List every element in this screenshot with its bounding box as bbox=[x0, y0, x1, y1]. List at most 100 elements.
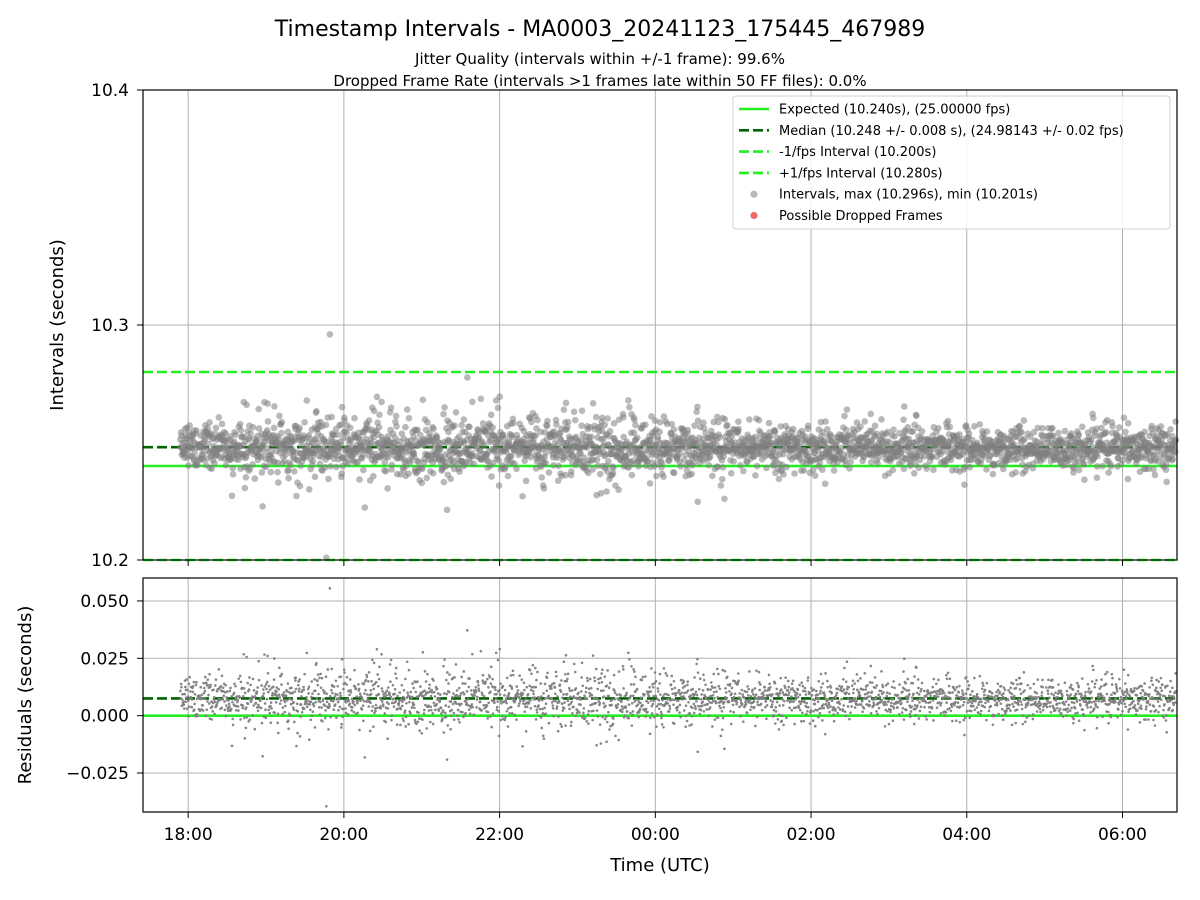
residual-point bbox=[463, 682, 467, 685]
residual-point bbox=[586, 679, 590, 683]
residual-point bbox=[564, 724, 567, 727]
interval-point bbox=[1116, 424, 1123, 431]
residual-point bbox=[191, 690, 195, 694]
residual-point bbox=[765, 717, 768, 721]
residual-point bbox=[938, 692, 941, 696]
residual-point bbox=[392, 697, 395, 700]
residual-point bbox=[602, 695, 606, 698]
residual-point bbox=[361, 704, 365, 707]
legend-label-0: Expected (10.240s), (25.00000 fps) bbox=[779, 103, 1010, 118]
residual-point bbox=[568, 695, 572, 698]
interval-point bbox=[1109, 423, 1116, 430]
residual-point bbox=[242, 687, 246, 690]
interval-point bbox=[606, 427, 614, 435]
residual-point bbox=[401, 695, 405, 699]
residual-point bbox=[405, 701, 408, 705]
residual-point bbox=[891, 698, 894, 701]
interval-point bbox=[827, 432, 835, 440]
residual-point bbox=[435, 702, 439, 706]
residual-point bbox=[516, 689, 520, 692]
residual-point bbox=[552, 681, 556, 685]
interval-point bbox=[429, 469, 437, 477]
residual-point bbox=[716, 695, 719, 699]
residual-point bbox=[603, 675, 607, 678]
residual-point bbox=[604, 704, 607, 708]
residual-point bbox=[245, 715, 249, 719]
interval-point bbox=[603, 488, 610, 495]
interval-point bbox=[562, 399, 570, 407]
residual-point bbox=[417, 711, 420, 714]
residual-point bbox=[899, 699, 903, 702]
interval-point bbox=[635, 463, 642, 470]
residual-point bbox=[747, 687, 750, 691]
residual-point bbox=[664, 672, 667, 675]
residual-point bbox=[386, 707, 390, 710]
interval-point bbox=[274, 479, 282, 486]
interval-point bbox=[966, 463, 974, 471]
residual-point bbox=[385, 689, 389, 693]
interval-point bbox=[1124, 475, 1132, 483]
interval-point bbox=[789, 425, 797, 433]
residual-point bbox=[711, 725, 714, 728]
residual-point bbox=[589, 686, 593, 690]
residual-point bbox=[223, 700, 226, 703]
residual-point bbox=[787, 691, 791, 694]
interval-point bbox=[542, 449, 550, 456]
residual-point bbox=[565, 679, 569, 683]
residual-point bbox=[587, 722, 590, 725]
residual-point bbox=[889, 708, 893, 712]
residual-point bbox=[422, 694, 425, 698]
interval-point bbox=[384, 485, 391, 492]
residual-point bbox=[592, 709, 595, 713]
interval-point bbox=[1172, 436, 1180, 444]
residual-point bbox=[366, 697, 369, 701]
residual-point bbox=[289, 714, 292, 718]
residual-point bbox=[348, 693, 351, 697]
residual-point bbox=[652, 699, 656, 703]
interval-point bbox=[587, 433, 595, 440]
residual-point bbox=[662, 725, 665, 729]
residual-point bbox=[826, 685, 829, 689]
residual-point bbox=[202, 686, 206, 690]
interval-point bbox=[961, 481, 968, 488]
residual-point bbox=[641, 703, 644, 707]
residual-point bbox=[332, 698, 335, 702]
residual-point bbox=[192, 708, 196, 712]
residual-point bbox=[357, 687, 361, 691]
residual-point bbox=[217, 668, 221, 671]
residual-point bbox=[257, 678, 261, 682]
residual-point bbox=[748, 670, 751, 673]
interval-point bbox=[646, 480, 654, 487]
residual-point bbox=[823, 694, 827, 698]
interval-point bbox=[660, 473, 667, 480]
interval-point bbox=[315, 439, 322, 446]
residual-point bbox=[432, 679, 435, 682]
residual-point bbox=[740, 702, 744, 706]
interval-point bbox=[301, 419, 308, 426]
residual-point bbox=[511, 669, 515, 673]
interval-point bbox=[735, 425, 742, 433]
residual-point bbox=[770, 703, 774, 706]
residual-point bbox=[368, 729, 372, 733]
residual-point bbox=[581, 714, 585, 718]
residual-point bbox=[786, 679, 790, 683]
interval-point bbox=[1055, 429, 1062, 437]
interval-point bbox=[677, 462, 684, 470]
residual-point bbox=[350, 697, 354, 701]
residual-point bbox=[313, 726, 317, 729]
residual-point bbox=[429, 705, 432, 709]
residual-point bbox=[281, 706, 285, 709]
residual-point bbox=[620, 705, 624, 708]
interval-point bbox=[378, 398, 385, 406]
residual-point bbox=[412, 686, 415, 690]
residual-point bbox=[449, 700, 453, 704]
residual-point bbox=[504, 699, 508, 703]
interval-point bbox=[723, 421, 731, 429]
residual-point bbox=[353, 703, 357, 707]
residual-point bbox=[538, 707, 542, 711]
interval-point bbox=[601, 421, 609, 429]
residual-point bbox=[314, 689, 317, 693]
residual-point bbox=[903, 687, 906, 691]
interval-point bbox=[445, 428, 452, 436]
residual-point bbox=[448, 673, 451, 676]
